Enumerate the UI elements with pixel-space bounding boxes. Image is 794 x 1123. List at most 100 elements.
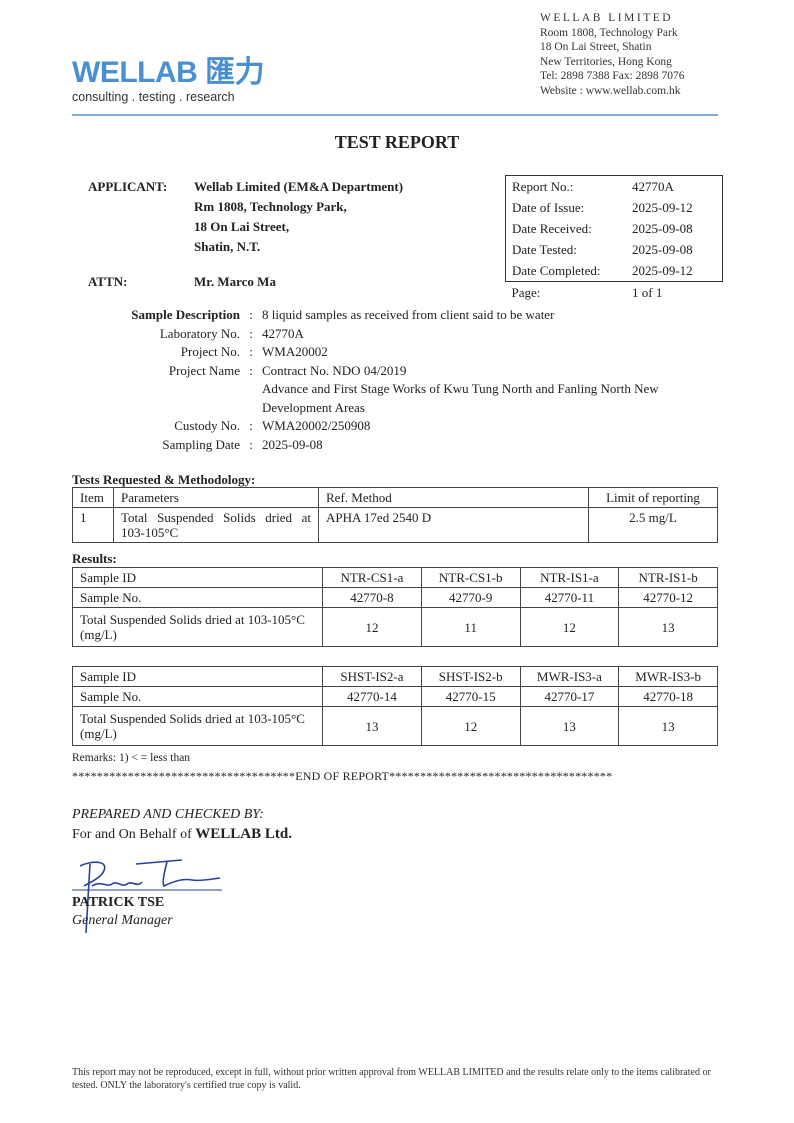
info-value: 2025-09-08 [618, 218, 723, 239]
attn-name: Mr. Marco Ma [194, 274, 276, 289]
colon: : [249, 307, 253, 322]
info-label: Date of Issue: [505, 197, 618, 218]
table-cell: 13 [519, 706, 620, 746]
table-row: Total Suspended Solids dried at 103-105°… [71, 706, 718, 746]
tests-heading: Tests Requested & Methodology: [72, 472, 256, 487]
info-value: 2025-09-12 [618, 260, 723, 282]
table-header: Parameters [113, 487, 319, 508]
table-cell: 12 [420, 706, 521, 746]
table-cell: 13 [322, 706, 422, 746]
table-cell: NTR-IS1-a [519, 567, 620, 588]
info-row: Date Tested: 2025-09-08 [505, 239, 723, 260]
on-behalf-line: For and On Behalf of WELLAB Ltd. [72, 826, 292, 843]
logo-tagline: consulting . testing . research [72, 90, 235, 104]
sample-value: WMA20002/250908 [262, 418, 371, 433]
table-cell: 42770-17 [519, 686, 620, 707]
sample-details: Sample Description:8 liquid samples as r… [88, 306, 762, 454]
applicant-label: APPLICANT: [88, 179, 168, 194]
address-line: New Territories, Hong Kong [540, 55, 672, 68]
info-row: Date Received: 2025-09-08 [505, 218, 723, 239]
sample-row: Custody No.: WMA20002/250908 [88, 417, 762, 436]
tests-table: Item Parameters Ref. Method Limit of report… [72, 487, 718, 543]
sample-value: WMA20002 [262, 344, 328, 359]
signatory-name: PATRICK TSE [72, 895, 165, 910]
table-cell: 42770-18 [618, 686, 718, 707]
sample-label: Project Name [168, 362, 240, 378]
table-cell: 2.5 mg/L [588, 507, 718, 543]
end-of-report: ************************************END … [72, 769, 613, 783]
table-row: Sample ID NTR-CS1-a NTR-CS1-b NTR-IS1-a NTR-… [71, 567, 718, 588]
page-title: TEST REPORT [334, 132, 460, 152]
company-name: WELLAB LIMITED [540, 12, 674, 24]
results-table-1: Sample ID NTR-CS1-a NTR-CS1-b NTR-IS1-a NTR-… [71, 567, 718, 647]
table-header: Item [72, 487, 114, 508]
sample-value: 2025-09-08 [262, 436, 323, 452]
table-cell: APHA 17ed 2540 D [318, 507, 589, 543]
table-cell: 42770-14 [322, 686, 422, 707]
table-cell: MWR-IS3-a [519, 666, 620, 687]
table-row: Sample ID SHST-IS2-a SHST-IS2-b MWR-IS3-a MW… [71, 666, 718, 687]
info-row: Report No.: 42770A [505, 175, 723, 197]
report-info-box: Report No.: 42770A Date of Issue: 2025-09-1… [505, 175, 723, 303]
info-label: Report No.: [505, 175, 618, 197]
info-label: Date Received: [505, 218, 618, 239]
table-cell: Total Suspended Solids dried at 103-105°… [71, 706, 324, 746]
table-row: 1 Total Suspended Solids dried at 103-105… [72, 507, 718, 543]
sample-label [88, 380, 240, 399]
info-row: Page: 1 of 1 [506, 282, 723, 304]
table-cell: NTR-CS1-b [420, 567, 521, 588]
info-label: Page: [511, 284, 541, 300]
colon [240, 380, 262, 399]
table-row: Sample No. 42770-14 42770-15 42770-17 42770-… [71, 686, 718, 707]
sample-row: Laboratory No.:42770A [88, 325, 762, 344]
company-address: WELLAB LIMITED Room 1808, Technology Par… [540, 11, 685, 98]
sample-value: 8 liquid samples as received from client… [262, 307, 555, 322]
table-cell: Sample ID [71, 567, 324, 588]
applicant-line: 18 On Lai Street, [194, 219, 290, 234]
colon: : [249, 362, 253, 378]
address-line: Room 1808, Technology Park [540, 26, 678, 39]
wellab-logo: WELLAB 匯力 consulting . testing . researc… [72, 58, 265, 105]
table-cell: 12 [519, 607, 620, 647]
attn-block: ATTN: Mr. Marco Ma [88, 274, 276, 290]
table-cell: SHST-IS2-b [420, 666, 521, 687]
header-divider [72, 114, 718, 116]
signature-image [72, 859, 222, 934]
table-cell: 13 [618, 706, 718, 746]
table-cell: 42770-9 [420, 587, 521, 608]
footer-disclaimer: This report may not be reproduced, excep… [72, 1067, 711, 1091]
address-line: 18 On Lai Street, Shatin [540, 41, 652, 53]
sample-label: Custody No. [174, 418, 240, 433]
info-value: 42770A [618, 175, 723, 197]
table-cell: Sample ID [71, 666, 324, 687]
signatory-title: General Manager [72, 913, 173, 928]
sample-row: Project Name: Contract No. NDO 04/2019 [88, 362, 762, 381]
sample-row: Sampling Date:2025-09-08 [88, 436, 762, 455]
sample-label: Sampling Date [162, 436, 240, 452]
colon [240, 399, 262, 418]
table-row: Total Suspended Solids dried at 103-105°… [71, 607, 718, 647]
table-cell: 11 [420, 607, 521, 647]
applicant-line: Wellab Limited (EM&A Department) [194, 179, 404, 194]
info-value: 1 of 1 [632, 284, 663, 300]
table-header: Limit of reporting [588, 487, 718, 508]
behalf-company: WELLAB Ltd. [195, 826, 292, 842]
results-heading: Results: [72, 551, 117, 566]
table-cell: 42770-12 [618, 587, 718, 608]
table-cell: Total Suspended Solids dried at 103-105°… [113, 507, 319, 543]
website: Website : www.wellab.com.hk [540, 84, 681, 97]
colon: : [249, 418, 253, 433]
applicant-line: Rm 1808, Technology Park, [194, 199, 347, 214]
sample-label [88, 399, 240, 418]
sample-label: Project No. [180, 344, 240, 359]
table-cell: NTR-IS1-b [618, 567, 718, 588]
attn-label: ATTN: [88, 274, 128, 289]
info-value: 2025-09-12 [618, 197, 723, 218]
table-cell: Sample No. [71, 686, 324, 707]
table-header-row: Item Parameters Ref. Method Limit of report… [72, 487, 718, 508]
results-table-2: Sample ID SHST-IS2-a SHST-IS2-b MWR-IS3-a MW… [71, 666, 718, 746]
info-label: Date Completed: [505, 260, 618, 282]
colon: : [249, 325, 253, 341]
sample-row: Advance and First Stage Works of Kwu Tun… [88, 380, 762, 399]
colon: : [249, 436, 253, 452]
